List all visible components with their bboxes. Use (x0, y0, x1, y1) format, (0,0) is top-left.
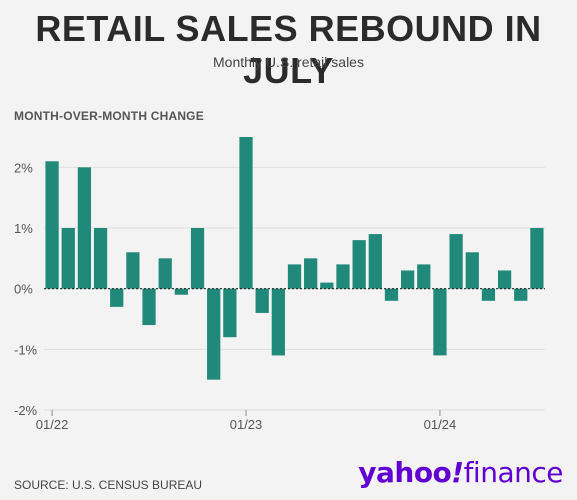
y-tick-labels: 2% 1% 0% -1% -2% (14, 160, 38, 418)
y-tick-label: 0% (14, 282, 33, 297)
bar-02-23 (255, 288, 269, 313)
bar-03-24 (465, 252, 479, 289)
bar-07-24 (530, 228, 544, 289)
logo-exclamation: ! (451, 456, 464, 489)
chart-subtitle: Monthly U.S. retail sales (213, 54, 364, 70)
x-tick-labels: 01/22 01/23 01/24 (36, 410, 456, 432)
bar-05-24 (497, 270, 512, 289)
y-axis-label: MONTH-OVER-MONTH CHANGE (14, 109, 204, 123)
bar-11-22 (207, 288, 221, 380)
bar-03-23 (271, 288, 285, 356)
x-tick-label: 01/23 (230, 417, 263, 432)
y-tick-label: -1% (14, 342, 38, 357)
bar-01-23 (239, 137, 253, 289)
source-note: SOURCE: U.S. CENSUS BUREAU (14, 478, 203, 492)
y-tick-label: 1% (14, 221, 33, 236)
bar-02-22 (61, 228, 75, 289)
bar-08-22 (158, 258, 172, 289)
yahoo-finance-logo: yahoo!finance (358, 456, 563, 489)
y-tick-label: -2% (14, 403, 38, 418)
logo-text-yahoo: yahoo (358, 456, 452, 489)
grid-lines (44, 166, 545, 411)
bar-08-23 (352, 240, 366, 289)
bar-09-23 (368, 234, 382, 289)
bar-04-23 (287, 264, 302, 289)
bar-11-23 (401, 270, 415, 289)
bar-03-22 (77, 167, 92, 289)
bar-04-24 (481, 288, 496, 301)
chart-title: RETAIL SALES REBOUND IN JULY (35, 8, 542, 91)
bar-12-23 (417, 264, 431, 289)
logo-text-finance: finance (463, 456, 564, 489)
bar-01-24 (433, 288, 447, 356)
bar-02-24 (449, 234, 463, 289)
bar-05-23 (304, 258, 318, 289)
bar-04-22 (93, 228, 108, 289)
bar-09-22 (174, 288, 188, 295)
bar-12-22 (223, 288, 237, 338)
bar-06-22 (126, 252, 140, 289)
bar-07-23 (336, 264, 350, 289)
bar-10-23 (384, 288, 399, 301)
x-tick-label: 01/24 (424, 417, 457, 432)
bar-06-24 (514, 288, 528, 301)
bar-07-22 (142, 288, 156, 326)
y-tick-label: 2% (14, 160, 33, 175)
bar-10-22 (190, 228, 205, 289)
x-tick-label: 01/22 (36, 417, 69, 432)
bar-06-23 (320, 282, 334, 289)
bars (45, 137, 544, 380)
bar-05-22 (110, 288, 124, 307)
bar-01-22 (45, 161, 59, 289)
